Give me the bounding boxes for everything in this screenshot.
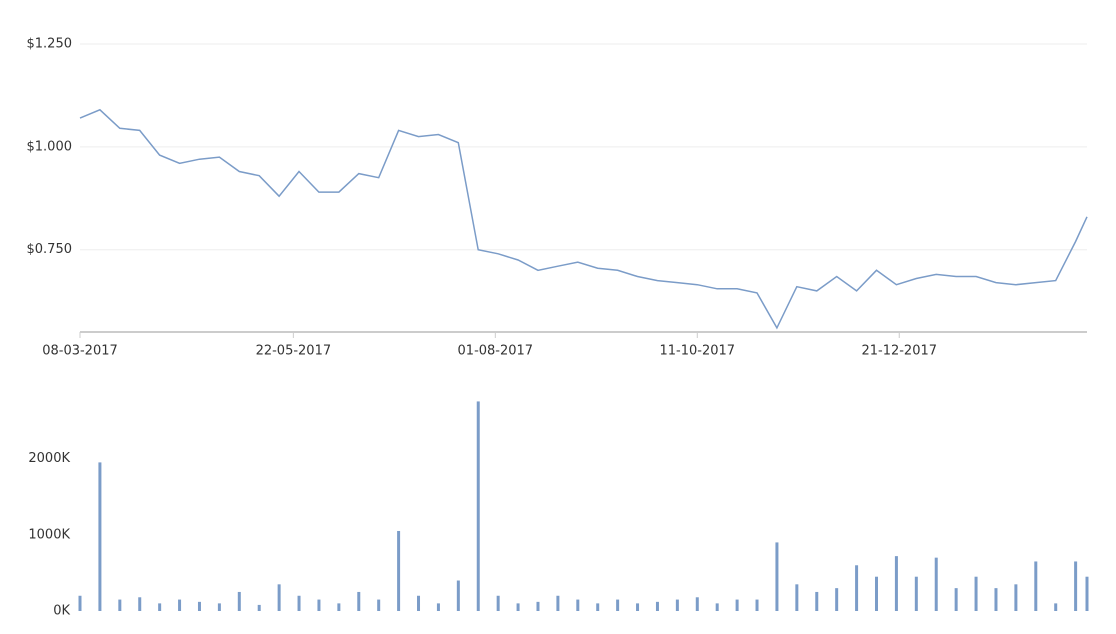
volume-bar [257,604,261,611]
volume-bar [576,599,580,611]
y-tick-label: 2000K [28,451,70,466]
volume-bar [496,595,500,611]
volume-bar [855,565,859,611]
x-tick-label: 08-03-2017 [42,344,118,359]
volume-bar [675,599,679,611]
volume-bar [994,588,998,611]
price-line [79,108,1088,330]
volume-bar [417,595,421,611]
x-tick-label: 21-12-2017 [861,344,937,359]
volume-bar [715,603,719,611]
volume-bar [118,599,122,611]
volume-bar [655,601,659,611]
y-tick-label: 1000K [28,527,70,542]
volume-bar [775,542,779,611]
volume-bar [1074,561,1078,611]
volume-bar [337,603,341,611]
volume-bar [695,597,699,611]
volume-bar [297,595,301,611]
volume-bar [874,576,878,611]
volume-bar [456,580,460,611]
volume-bar [894,556,898,611]
volume-bar [397,530,401,611]
volume-bar [197,601,201,611]
volume-bar [974,576,978,611]
volume-bar [98,462,102,611]
volume-bar [436,603,440,611]
volume-bar [1085,576,1089,611]
volume-bar [1034,561,1038,611]
volume-bar [596,603,600,611]
volume-bar [277,584,281,611]
volume-bar [158,603,162,611]
volume-bar [755,599,759,611]
x-tick-label: 11-10-2017 [660,344,736,359]
x-tick-label: 01-08-2017 [458,344,534,359]
volume-bar [914,576,918,611]
volume-bar [1014,584,1018,611]
y-tick-label: 0K [53,604,70,619]
volume-bar [735,599,739,611]
volume-bar [616,599,620,611]
volume-bar [217,603,221,611]
volume-bar [516,603,520,611]
volume-bar [377,599,381,611]
volume-bar [815,591,819,611]
volume-bar [317,599,321,611]
volume-bar [1054,603,1058,611]
volume-bar [954,588,958,611]
volume-bar [934,557,938,611]
y-tick-label: $1.250 [27,37,73,52]
volume-bar [138,597,142,611]
volume-bar [178,599,182,611]
volume-bar [536,601,540,611]
volume-bar [476,401,480,611]
volume-bar [237,591,241,611]
y-tick-label: $0.750 [27,242,73,257]
x-tick-label: 22-05-2017 [256,344,332,359]
volume-bar [556,595,560,611]
volume-bar [357,591,361,611]
volume-bar [795,584,799,611]
volume-bar [835,588,839,611]
volume-bar [78,595,82,611]
y-tick-label: $1.000 [27,139,73,154]
volume-bar [636,603,640,611]
